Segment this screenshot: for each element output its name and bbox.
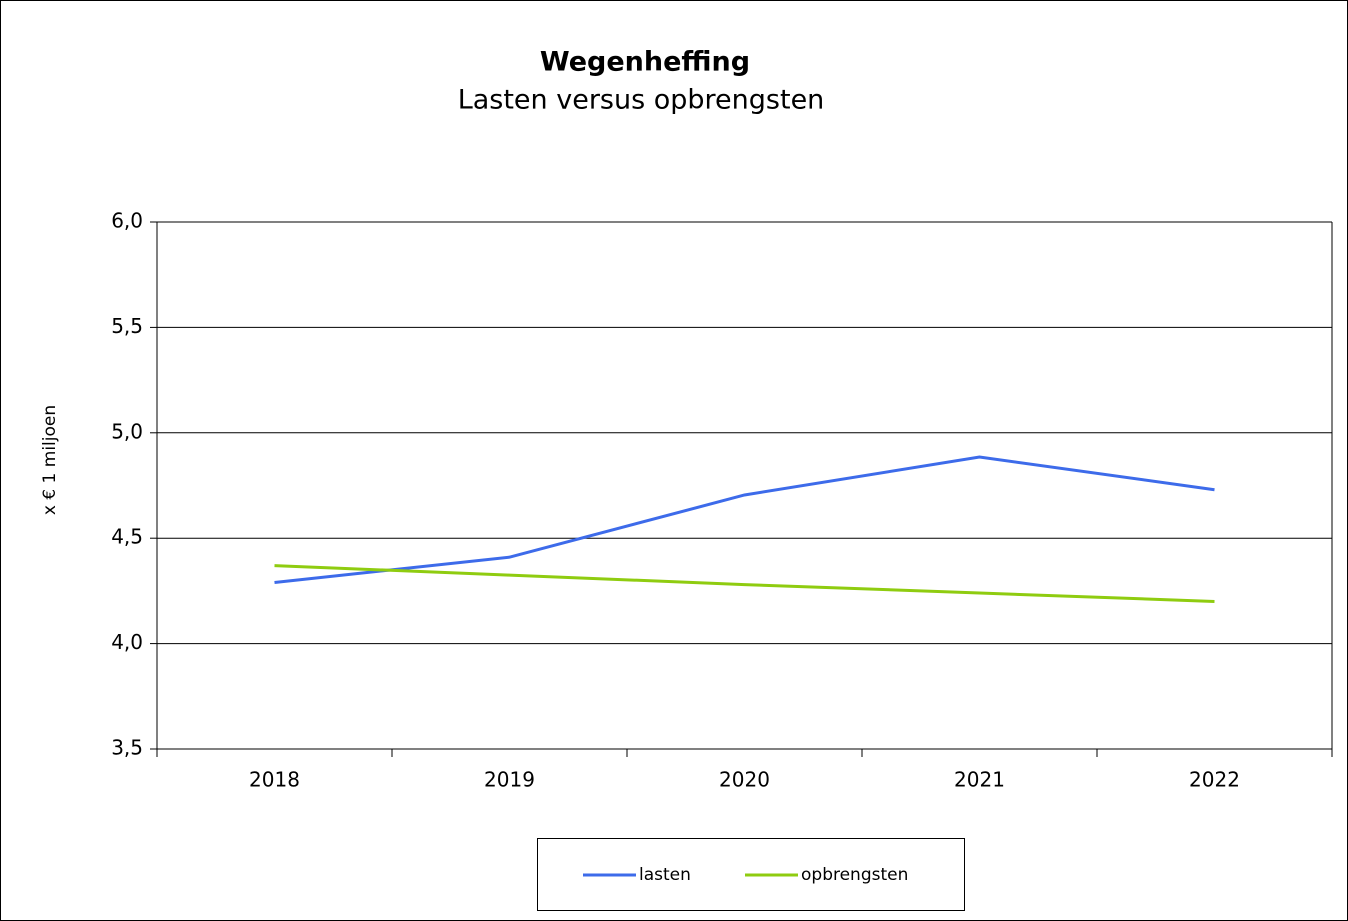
chart-subtitle: Lasten versus opbrengsten — [458, 85, 825, 116]
y-tick-label: 3,5 — [111, 736, 143, 760]
y-tick-label: 6,0 — [111, 209, 143, 233]
chart-title: Wegenheffing — [540, 47, 750, 78]
y-tick-label: 4,5 — [111, 525, 143, 549]
legend-label: lasten — [639, 865, 691, 885]
x-tick-label: 2021 — [954, 768, 1005, 792]
series-line — [274, 564, 1215, 603]
series-line — [274, 455, 1215, 584]
x-tick-label: 2018 — [249, 768, 300, 792]
x-tick-label: 2022 — [1189, 768, 1240, 792]
legend-label: opbrengsten — [801, 865, 908, 885]
y-tick-label: 5,0 — [111, 419, 143, 443]
y-tick-label: 4,0 — [111, 630, 143, 654]
y-axis-label: x € 1 miljoen — [40, 405, 60, 515]
y-tick-label: 5,5 — [111, 314, 143, 338]
x-tick-label: 2019 — [484, 768, 535, 792]
x-tick-label: 2020 — [719, 768, 770, 792]
